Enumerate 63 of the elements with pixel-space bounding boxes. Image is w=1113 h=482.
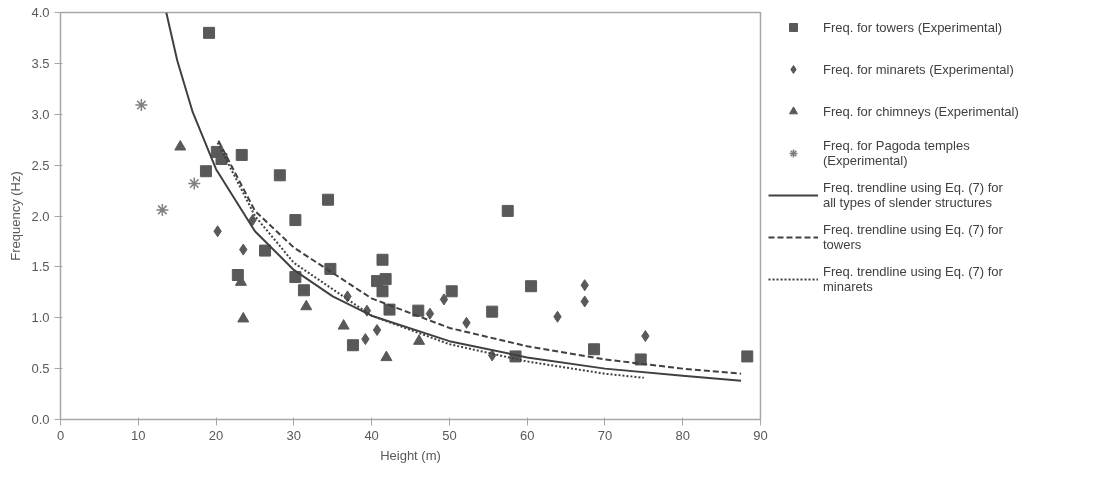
x-tick-label: 90 [753,427,768,443]
y-tick-label: 2.0 [31,208,50,224]
point [187,176,202,191]
point [215,153,228,166]
y-tick-label: 0.5 [31,361,50,377]
x-tick-label: 20 [208,427,224,443]
legend-label: Freq. trendline using Eq. (7) for minarets [823,264,1003,294]
point [376,253,389,266]
point [501,204,514,217]
y-tick-label: 2.5 [31,157,50,173]
legend-label: Freq. for Pagoda temples (Experimental) [823,138,970,168]
point [289,214,302,227]
x-tick-label: 30 [286,427,302,443]
point [383,303,396,316]
point [588,343,601,356]
y-tick-label: 1.0 [31,310,50,326]
x-tick-label: 80 [675,427,690,443]
point [439,293,449,306]
point [134,98,149,112]
point [273,169,286,182]
point [425,307,435,320]
line-series [165,12,743,382]
point [486,305,499,318]
x-tick-label: 60 [519,427,535,443]
point [379,273,392,286]
point [337,319,350,330]
x-tick-label: 50 [442,427,457,443]
point [300,299,313,311]
x-tick-label: 40 [364,427,379,443]
point [445,285,458,298]
x-tick-label: 0 [56,427,65,443]
point [376,285,389,298]
y-tick-label: 4.0 [31,5,50,20]
x-tick-label: 10 [131,427,146,443]
legend-label: Freq. trendline using Eq. (7) for all types of slender structures [823,180,1003,210]
y-tick-label: 3.5 [31,55,50,71]
point [372,323,382,336]
point [155,203,170,217]
y-tick-label: 3.0 [31,106,50,122]
point [412,304,425,317]
point [199,165,212,178]
point [237,311,250,323]
point [380,350,393,362]
point [259,244,272,257]
point [741,350,754,363]
x-tick-label: 70 [597,427,613,443]
point [297,284,310,297]
point [413,334,426,345]
y-tick-label: 0.0 [31,412,50,427]
point [235,148,248,161]
legend-label: Freq. trendline using Eq. (7) for towers [823,222,1003,252]
legend-label: Freq. for chimneys (Experimental) [823,102,1019,121]
point [346,339,359,352]
point [203,26,216,39]
y-axis-title: Frequency (Hz) [8,171,24,261]
point [525,280,538,293]
legend-label: Freq. for towers (Experimental) [823,18,1003,37]
legend-label: Freq. for minarets (Experimental) [823,60,1014,79]
point [174,139,187,151]
y-tick-label: 1.5 [31,259,50,275]
x-axis-title: Height (m) [380,447,441,463]
point [289,271,302,284]
point [322,193,335,206]
